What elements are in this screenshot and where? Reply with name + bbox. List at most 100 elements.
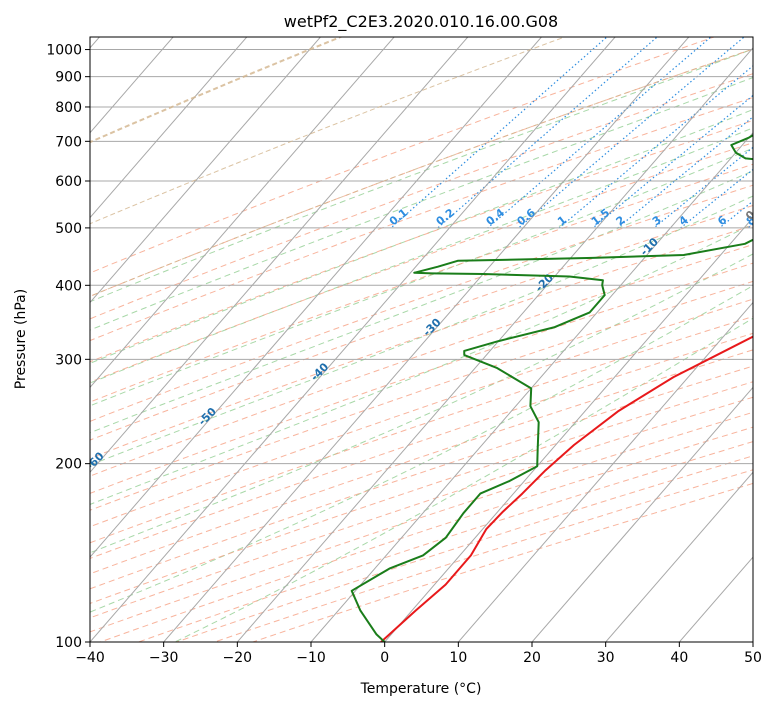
y-tick-label: 400 xyxy=(55,278,82,294)
mixing-ratio-label: 8 xyxy=(744,213,758,228)
isotherm-line xyxy=(90,37,395,389)
y-axis-label: Pressure (hPa) xyxy=(13,289,29,389)
isotherm-line xyxy=(90,37,616,642)
temperature-profile-line xyxy=(380,335,753,642)
mixing-ratio-label: 10 xyxy=(767,208,775,228)
moist-adiabat-line xyxy=(90,170,753,434)
profile-series xyxy=(350,133,753,642)
dry-adiabat-line xyxy=(98,426,753,642)
isotherm-label: -50 xyxy=(196,405,219,428)
pressure-gridlines xyxy=(90,49,753,642)
moist-adiabat-line xyxy=(90,253,753,554)
isotherm-line xyxy=(163,37,690,642)
isotherm-line xyxy=(384,216,753,642)
dewpoint-profile-line xyxy=(350,133,753,642)
isotherm-line xyxy=(678,556,753,642)
isotherm-line xyxy=(310,132,753,642)
x-tick-label: 10 xyxy=(449,650,467,666)
isotherm-line xyxy=(90,37,543,558)
x-tick-label: 0 xyxy=(380,650,389,666)
dry-adiabat-line xyxy=(90,37,716,274)
reference-curves xyxy=(90,37,753,297)
x-tick-label: −20 xyxy=(223,650,253,666)
isotherm-line xyxy=(236,47,753,642)
dry-adiabat-line xyxy=(90,365,753,590)
dry-adiabat-line xyxy=(90,396,753,619)
y-axis: 100 200 300 400 500 600 700 800 900 1000 xyxy=(46,43,90,651)
x-tick-label: 40 xyxy=(670,650,688,666)
isotherm-line xyxy=(752,641,753,642)
mixing-ratio-line xyxy=(680,168,753,229)
moist-adiabat-line xyxy=(90,195,753,466)
isotherm-line xyxy=(457,301,753,642)
moist-adiabat-line xyxy=(90,285,753,613)
mixing-ratio-line xyxy=(747,223,753,229)
mixing-ratio-line xyxy=(771,30,775,228)
plot-area: 0.10.20.40.611.52346810131620253036-100-… xyxy=(83,30,775,642)
isotherms xyxy=(90,37,753,642)
mixing-ratio-label: 0.6 xyxy=(514,206,538,228)
moist-adiabat-line xyxy=(90,109,753,364)
isotherm-label: -60 xyxy=(83,449,106,472)
reference-labels: 0.10.20.40.611.52346810131620253036-100-… xyxy=(83,206,775,473)
moist-adiabat-line xyxy=(90,147,753,407)
dry-adiabat-line xyxy=(90,163,753,403)
dry-adiabat-line xyxy=(90,48,753,297)
isotherm-line xyxy=(90,37,469,474)
reference-curve xyxy=(90,48,753,297)
chart-title: wetPf2_C2E3.2020.010.16.00.G08 xyxy=(284,12,558,32)
reference-curve xyxy=(90,37,344,144)
y-tick-label: 500 xyxy=(55,221,82,237)
y-tick-label: 600 xyxy=(55,174,82,190)
y-tick-label: 700 xyxy=(55,134,82,150)
mixing-ratio-label: 2 xyxy=(614,213,628,228)
mixing-ratio-line xyxy=(592,94,753,229)
dry-adiabat-line xyxy=(90,184,753,422)
moist-adiabat-line xyxy=(173,317,753,642)
x-tick-label: 30 xyxy=(597,650,615,666)
dry-adiabat-line xyxy=(90,381,753,604)
dry-adiabats xyxy=(90,37,753,642)
dry-adiabat-line xyxy=(90,332,753,559)
dry-adiabat-line xyxy=(90,204,753,441)
dry-adiabat-line xyxy=(90,262,753,494)
y-tick-label: 900 xyxy=(55,70,82,86)
isotherm-label: 0 xyxy=(743,208,758,223)
mixing-ratio-line xyxy=(518,37,746,229)
dry-adiabat-line xyxy=(90,96,753,342)
y-tick-label: 1000 xyxy=(46,43,82,59)
moist-adiabat-line xyxy=(90,76,753,331)
reference-curve xyxy=(90,37,567,225)
mixing-ratio-line xyxy=(437,37,659,229)
x-tick-label: 20 xyxy=(523,650,541,666)
dry-adiabat-line xyxy=(90,243,753,477)
dry-adiabat-line xyxy=(90,349,753,575)
mixing-ratio-line xyxy=(390,37,608,229)
y-tick-label: 800 xyxy=(55,100,82,116)
moist-adiabat-line xyxy=(90,223,753,505)
isotherm-label: -40 xyxy=(308,360,331,383)
y-tick-label: 100 xyxy=(55,635,82,651)
mixing-ratio-label: 6 xyxy=(715,213,729,228)
isotherm-line xyxy=(531,386,753,642)
moist-adiabat-line xyxy=(90,48,753,303)
x-axis: −40 −30 −20 −10 0 10 20 30 40 50 xyxy=(75,642,762,666)
x-tick-label: −40 xyxy=(75,650,105,666)
dry-adiabat-line xyxy=(90,73,753,320)
isotherm-line xyxy=(90,37,322,304)
plot-frame xyxy=(89,36,754,643)
moist-adiabats xyxy=(90,48,753,642)
dry-adiabat-line xyxy=(90,298,753,528)
moist-adiabat-line xyxy=(90,127,753,384)
mixing-ratio-label: 0.2 xyxy=(434,206,457,228)
y-tick-label: 300 xyxy=(55,352,82,368)
x-tick-label: −30 xyxy=(149,650,179,666)
dry-adiabat-line xyxy=(90,280,753,511)
dry-adiabat-line xyxy=(90,224,753,459)
dry-adiabat-line xyxy=(90,142,753,383)
dry-adiabat-line xyxy=(90,119,753,363)
mixing-ratio-label: 1 xyxy=(555,213,569,228)
isotherm-line xyxy=(605,471,753,642)
x-tick-label: 50 xyxy=(744,650,762,666)
